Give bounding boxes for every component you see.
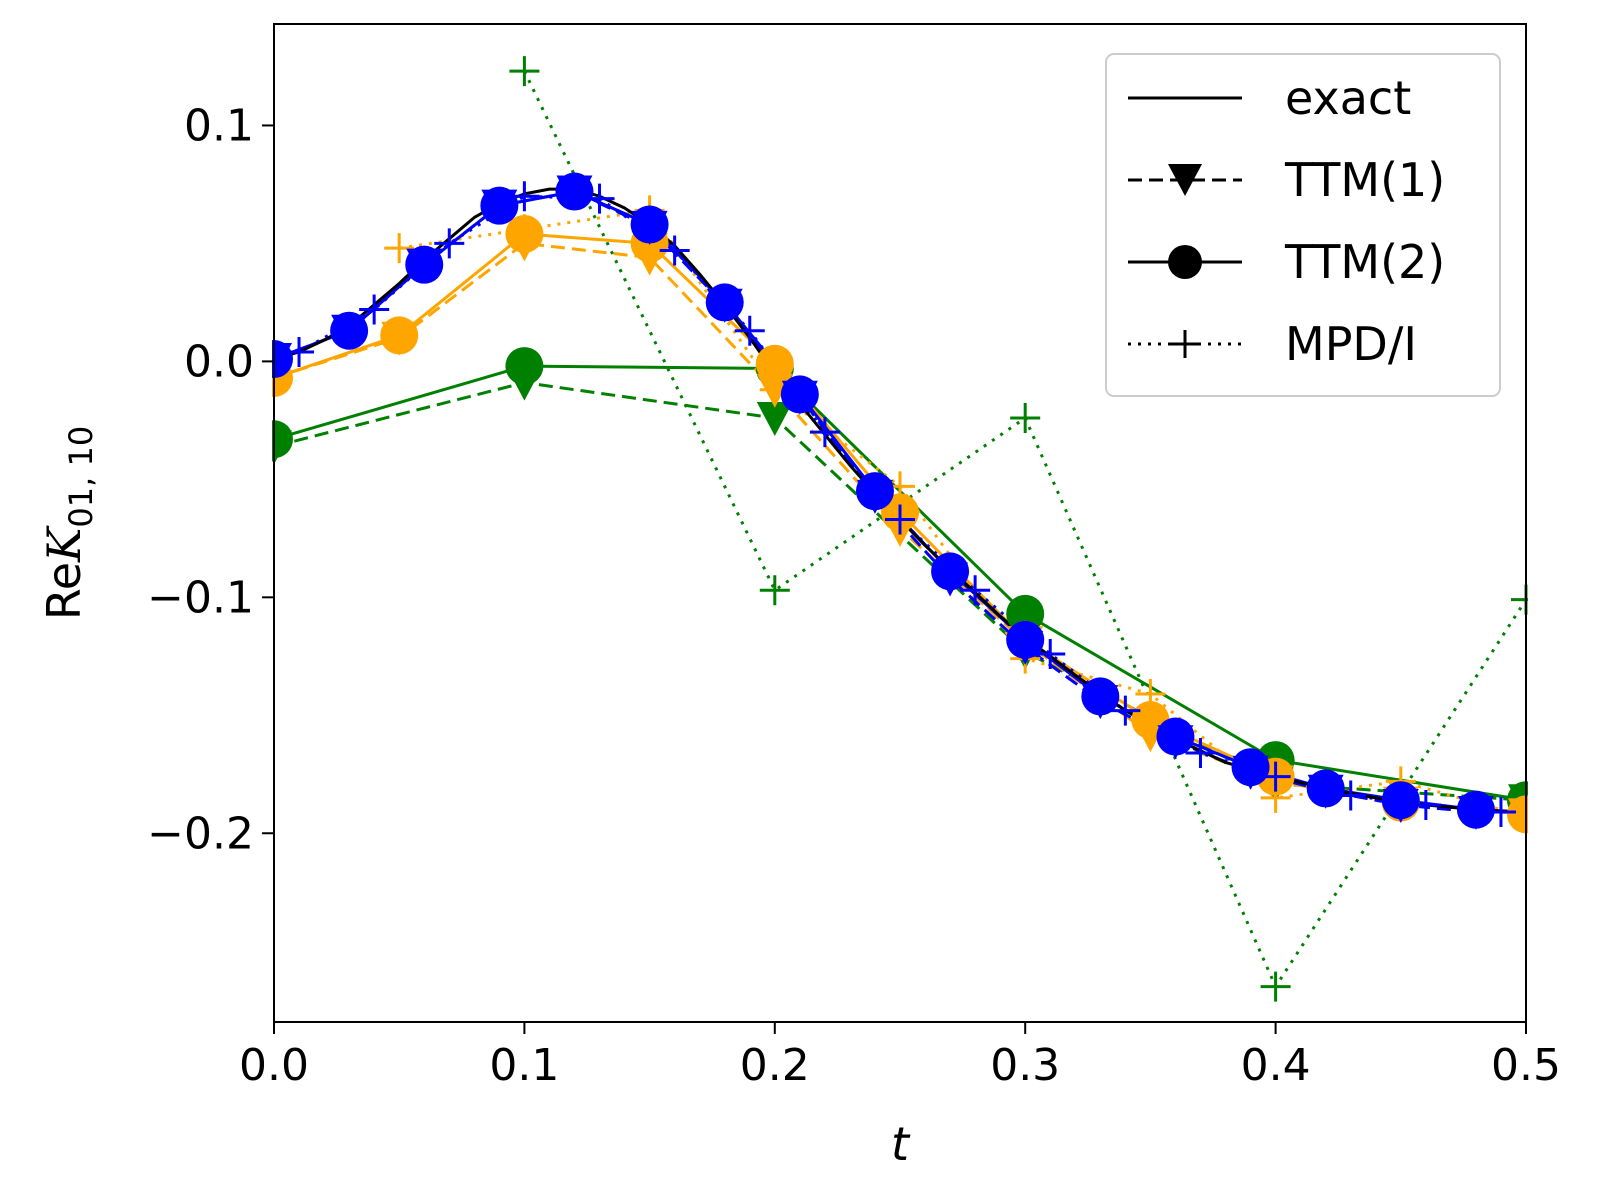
ttm-2-dt-0-03-point	[272, 340, 293, 379]
mpd-i-dt-0-05-point	[509, 214, 540, 245]
x-tick-label: 0.0	[239, 1040, 309, 1091]
triangle-down-icon	[1168, 164, 1202, 196]
mpd-i-dt-0-03-point	[1260, 761, 1291, 792]
y-tick-label: −0.2	[147, 808, 254, 859]
mpd-i-dt-0-1-point	[759, 575, 790, 606]
mpd-i-dt-0-03-point	[1335, 780, 1366, 811]
svg-text:TTM(1): TTM(1)	[1284, 153, 1445, 207]
mpd-i-dt-0-03-point	[1485, 797, 1516, 828]
x-tick-label: 0.4	[1241, 1040, 1311, 1091]
ttm-1-dt-0-1-point	[756, 402, 793, 437]
ttm-2-dt-0-03-point	[931, 552, 970, 591]
ttm-2-dt-0-03-point	[1006, 620, 1045, 659]
mpd-i-dt-0-05-point	[1135, 679, 1166, 710]
ttm-2-dt-0-03-point	[780, 375, 819, 414]
mpd-i-dt-0-1-point	[1010, 403, 1041, 434]
svg-text:ReK01, 10: ReK01, 10	[37, 426, 100, 620]
ttm-2-dt-0-03-point	[855, 472, 894, 511]
circle-marker-icon	[1168, 245, 1202, 279]
mpd-i-dt-0-03-point	[584, 183, 615, 214]
mpd-i-dt-0-03-point	[1035, 638, 1066, 669]
legend-entry-ttm2: TTM(2)	[1128, 235, 1445, 289]
svg-text:exact: exact	[1285, 71, 1411, 125]
y-axis-label-subscript: 01, 10	[62, 426, 100, 528]
ttm-2-dt-0-03-point	[1381, 781, 1420, 820]
ttm-2-dt-0-03-point	[555, 172, 594, 211]
ttm-2-dt-0-03-point	[1231, 748, 1270, 787]
y-axis-label: ReK01, 10	[37, 426, 100, 620]
ttm-2-dt-0-05-point	[755, 344, 794, 383]
ttm-2-dt-0-03-point	[330, 311, 369, 350]
mpd-i-dt-0-1-point	[509, 56, 540, 87]
plus-marker-icon	[1171, 330, 1199, 358]
mpd-i-dt-0-03-point	[885, 504, 915, 535]
legend-entry-mpdi: MPD/I	[1128, 317, 1417, 371]
ttm-2-dt-0-03-point	[1156, 717, 1195, 756]
y-tick-label: −0.1	[147, 572, 254, 623]
ttm-2-dt-0-1-point	[272, 420, 293, 459]
mpd-i-dt-0-03-point	[284, 336, 315, 367]
y-axis-label-prefix: Re	[37, 562, 91, 620]
svg-text:TTM(2): TTM(2)	[1284, 235, 1445, 289]
x-tick-label: 0.3	[990, 1040, 1060, 1091]
legend: exact TTM(1) TTM(2) MPD/I	[1105, 53, 1501, 397]
mpd-i-dt-0-03-point	[1410, 789, 1441, 820]
ttm-2-dt-0-05-point	[380, 316, 419, 355]
mpd-i-dt-0-03-point	[960, 575, 991, 606]
mpd-i-dt-0-03-point	[359, 294, 390, 325]
x-tick-label: 0.1	[489, 1040, 559, 1091]
series-layer	[272, 56, 1528, 1002]
mpd-i-dt-0-03-point	[659, 235, 690, 266]
mpd-i-dt-0-1-point	[1260, 971, 1291, 1002]
mpd-i-dt-0-05-point	[384, 233, 415, 264]
mpd-i-dt-0-03-point	[1110, 695, 1141, 726]
mpd-i-dt-0-03-point	[434, 228, 465, 259]
x-axis-label: t	[891, 1117, 911, 1171]
ttm-2-dt-0-03-point	[405, 245, 444, 284]
ttm-2-dt-0-05-point	[1507, 795, 1528, 834]
svg-text:MPD/I: MPD/I	[1285, 317, 1417, 371]
y-tick-label: 0.1	[184, 100, 254, 151]
ttm-2-dt-0-1-line	[273, 364, 1527, 802]
ttm-2-dt-0-03-point	[705, 283, 744, 322]
ttm-2-dt-0-03-point	[630, 205, 669, 244]
mpd-i-dt-0-03-point	[509, 181, 540, 212]
ttm-2-dt-0-1-point	[505, 347, 544, 386]
ttm-1-dt-0-1-line	[273, 381, 1527, 802]
mpd-i-dt-0-03-point	[734, 315, 765, 346]
y-axis-label-symbol: K	[37, 525, 91, 563]
plot-frame	[273, 23, 1527, 1023]
mpd-i-dt-0-03-point	[1185, 738, 1216, 769]
axis-ticks: 0.0 0.1 0.2 0.3 0.4 0.5 0.1 0.0 −0.1 −0.2	[147, 100, 1561, 1091]
ttm-2-dt-0-03-point	[1081, 677, 1120, 716]
y-tick-label: 0.0	[184, 336, 254, 387]
x-tick-label: 0.5	[1491, 1040, 1561, 1091]
mpd-i-dt-0-03-point	[809, 417, 840, 448]
legend-box	[1105, 53, 1501, 397]
x-tick-label: 0.2	[740, 1040, 810, 1091]
legend-entry-ttm1: TTM(1)	[1128, 153, 1445, 207]
legend-entry-exact: exact	[1128, 71, 1411, 125]
ttm-2-dt-0-03-point	[480, 186, 519, 225]
ttm-2-dt-0-03-point	[1456, 790, 1495, 829]
ttm-2-dt-0-03-point	[1306, 769, 1345, 808]
